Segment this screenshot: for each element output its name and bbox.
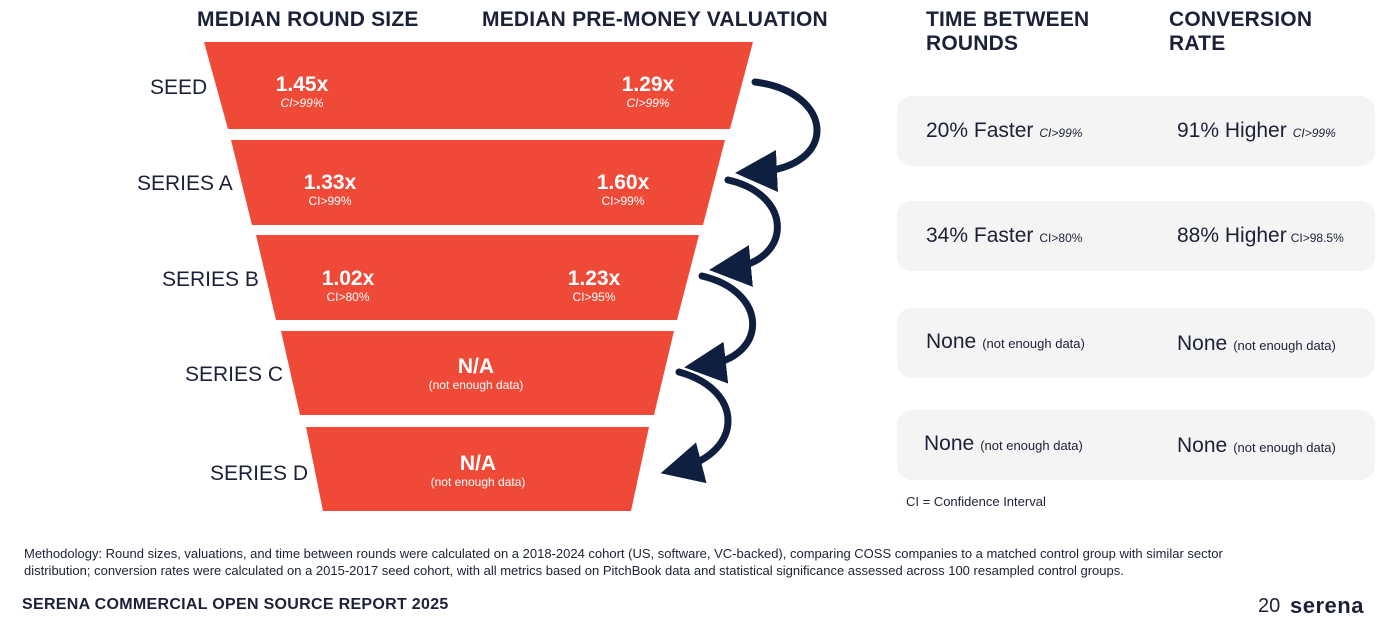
- series-b-valuation: 1.23x CI>95%: [554, 267, 634, 305]
- value-text: 1.02x: [321, 267, 375, 290]
- time-note: (not enough data): [982, 336, 1085, 351]
- series-d-na: N/A (not enough data): [398, 452, 558, 490]
- time-ci: CI>80%: [1039, 231, 1083, 245]
- seed-valuation: 1.29x CI>99%: [608, 73, 688, 111]
- funnel-band-series-a: [231, 140, 725, 225]
- value-text: 1.33x: [303, 171, 357, 194]
- serena-logo: serena: [1290, 593, 1364, 618]
- methodology-note: Methodology: Round sizes, valuations, an…: [24, 546, 1223, 578]
- conv-note: (not enough data): [1233, 338, 1336, 353]
- time-between-value: None (not enough data): [926, 330, 1085, 354]
- header-time-between-rounds: TIME BETWEEN ROUNDS: [926, 8, 1089, 56]
- ci-legend: CI = Confidence Interval: [906, 494, 1046, 509]
- header-time-line1: TIME BETWEEN: [926, 8, 1090, 31]
- time-value: 20% Faster: [926, 119, 1034, 142]
- time-value: 34% Faster: [926, 224, 1034, 247]
- ci-text: CI>99%: [626, 96, 670, 110]
- ci-text: CI>99%: [280, 96, 324, 110]
- conv-value: None: [1177, 434, 1228, 457]
- na-note: (not enough data): [430, 475, 526, 489]
- na-text: N/A: [459, 452, 497, 475]
- time-between-value: 20% Faster CI>99%: [926, 119, 1082, 143]
- header-valuation: MEDIAN PRE-MONEY VALUATION: [482, 8, 828, 31]
- curved-arrow-icon: [709, 176, 781, 287]
- time-between-value: None (not enough data): [924, 432, 1083, 456]
- ci-text: CI>99%: [308, 194, 352, 208]
- report-footer: SERENA COMMERCIAL OPEN SOURCE REPORT 202…: [22, 596, 449, 613]
- conversion-value: None (not enough data): [1177, 332, 1336, 356]
- curved-arrow-icon: [660, 368, 732, 484]
- na-text: N/A: [457, 355, 495, 378]
- header-round-size: MEDIAN ROUND SIZE: [197, 8, 419, 31]
- card-seed: 20% Faster CI>99% 91% Higher CI>99%: [897, 96, 1375, 166]
- seed-round-size: 1.45x CI>99%: [262, 73, 342, 111]
- conv-value: 91% Higher: [1177, 119, 1287, 142]
- conversion-value: 88% Higher CI>98.5%: [1177, 224, 1344, 248]
- conversion-value: None (not enough data): [1177, 434, 1336, 458]
- time-between-value: 34% Faster CI>80%: [926, 224, 1082, 248]
- conv-note: (not enough data): [1233, 440, 1336, 455]
- conv-ci: CI>99%: [1292, 126, 1336, 140]
- ci-text: CI>95%: [572, 290, 616, 304]
- time-value: None: [924, 432, 975, 455]
- na-note: (not enough data): [428, 378, 524, 392]
- stage-label-series-a: SERIES A: [137, 172, 233, 195]
- value-text: 1.29x: [621, 73, 675, 96]
- header-conv-line1: CONVERSION: [1169, 8, 1313, 31]
- ci-text: CI>80%: [326, 290, 370, 304]
- header-time-line2: ROUNDS: [926, 32, 1019, 55]
- stage-label-series-d: SERIES D: [210, 462, 309, 485]
- funnel-graphic: [204, 42, 821, 511]
- series-c-na: N/A (not enough data): [396, 355, 556, 393]
- stage-label-series-b: SERIES B: [162, 268, 259, 291]
- ci-text: CI>99%: [601, 194, 645, 208]
- header-conv-line2: RATE: [1169, 32, 1226, 55]
- value-text: 1.45x: [275, 73, 329, 96]
- conv-value: 88% Higher: [1177, 224, 1287, 247]
- page-number: 20: [1258, 595, 1281, 617]
- value-text: 1.60x: [596, 171, 650, 194]
- funnel-band-series-c: [281, 331, 674, 415]
- time-value: None: [926, 330, 977, 353]
- header-conversion-rate: CONVERSION RATE: [1169, 8, 1312, 56]
- series-a-valuation: 1.60x CI>99%: [583, 171, 663, 209]
- series-b-round-size: 1.02x CI>80%: [308, 267, 388, 305]
- card-series-b: None (not enough data) None (not enough da…: [897, 308, 1375, 378]
- value-text: 1.23x: [567, 267, 621, 290]
- funnel-band-seed: [204, 42, 753, 129]
- stage-label-seed: SEED: [150, 76, 208, 99]
- stage-label-series-c: SERIES C: [185, 363, 284, 386]
- conv-value: None: [1177, 332, 1228, 355]
- time-note: (not enough data): [980, 438, 1083, 453]
- funnel-band-series-d: [306, 427, 649, 511]
- card-series-a: 34% Faster CI>80% 88% Higher CI>98.5%: [897, 201, 1375, 271]
- funnel-band-series-b: [256, 235, 699, 320]
- time-ci: CI>99%: [1039, 126, 1083, 140]
- conv-ci: CI>98.5%: [1290, 231, 1344, 245]
- card-series-c: None (not enough data) None (not enough da…: [897, 410, 1375, 480]
- conversion-value: 91% Higher CI>99%: [1177, 119, 1336, 143]
- curved-arrow-icon: [684, 272, 756, 384]
- curved-arrow-icon: [735, 78, 821, 192]
- series-a-round-size: 1.33x CI>99%: [290, 171, 370, 209]
